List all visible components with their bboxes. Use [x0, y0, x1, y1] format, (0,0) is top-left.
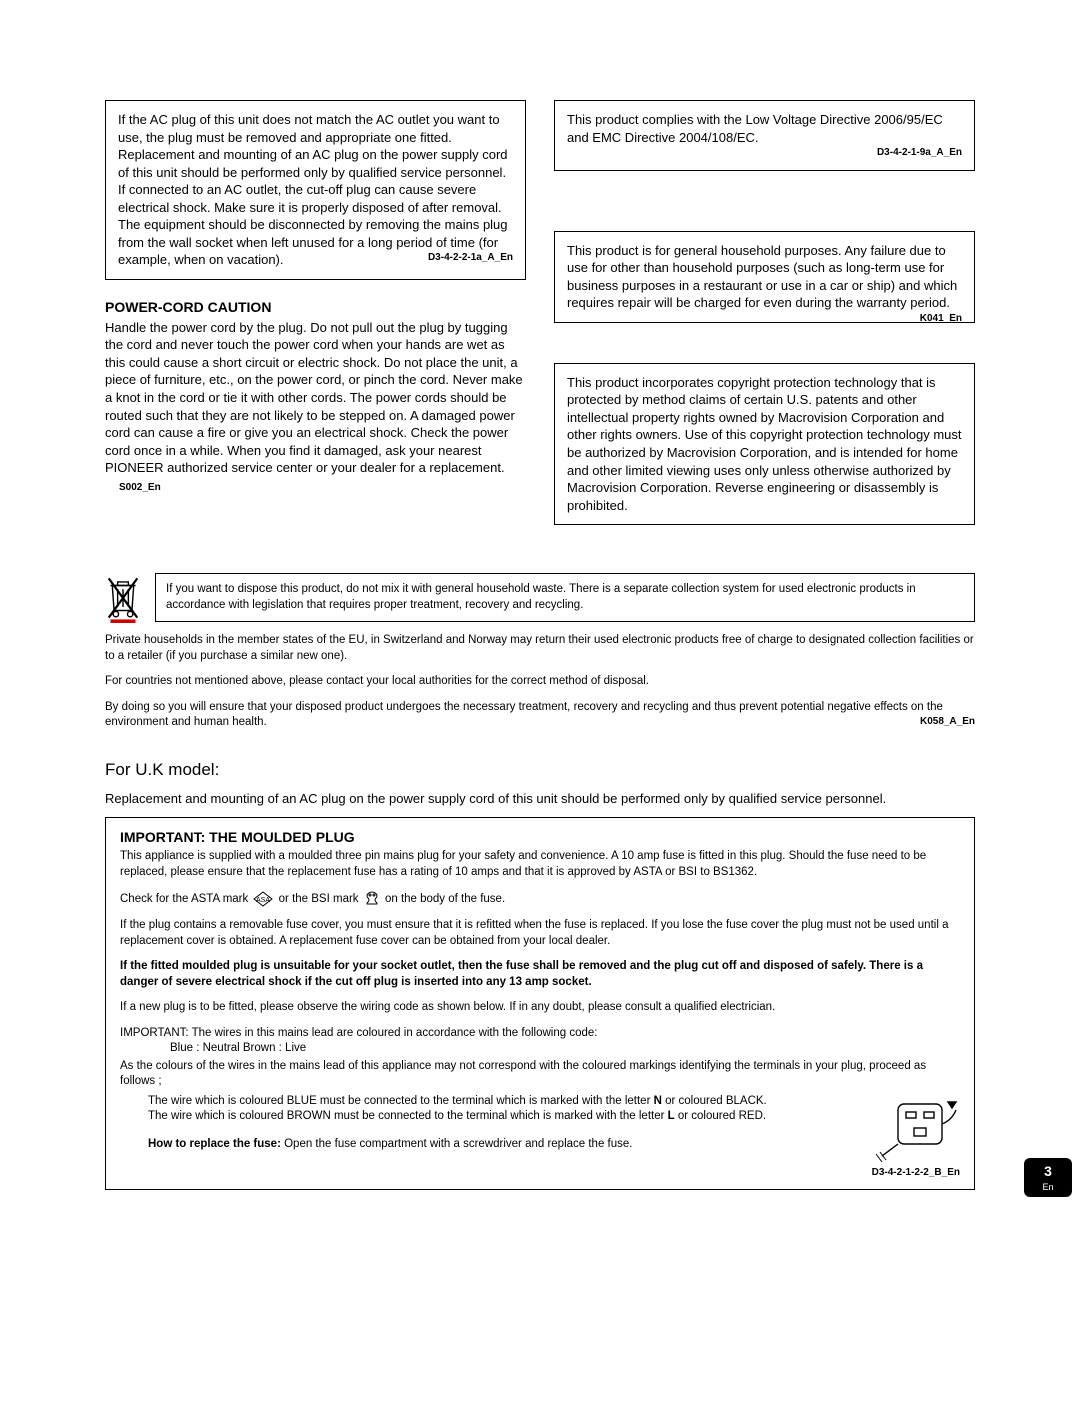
uk-p2: If the plug contains a removable fuse co… [120, 918, 960, 949]
uk-moulded-plug-box: IMPORTANT: THE MOULDED PLUG This applian… [105, 817, 975, 1190]
household-text: This product is for general household pu… [567, 243, 957, 311]
fuse-replace-line: How to replace the fuse: Open the fuse c… [148, 1137, 860, 1153]
uk-p1: This appliance is supplied with a moulde… [120, 849, 960, 880]
power-cord-section: POWER-CORD CAUTION Handle the power cord… [105, 298, 526, 494]
right-column: This product complies with the Low Volta… [554, 100, 975, 543]
uk-intro: Replacement and mounting of an AC plug o… [105, 790, 975, 808]
uk-p4: As the colours of the wires in the mains… [120, 1059, 960, 1090]
weee-box-text: If you want to dispose this product, do … [166, 583, 916, 611]
weee-section: If you want to dispose this product, do … [105, 573, 975, 623]
uk-heading: IMPORTANT: THE MOULDED PLUG [120, 828, 960, 847]
upper-columns: If the AC plug of this unit does not mat… [105, 100, 975, 543]
page-lang: En [1024, 1181, 1072, 1193]
household-box: This product is for general household pu… [554, 231, 975, 323]
power-cord-heading: POWER-CORD CAUTION [105, 298, 526, 317]
uk-p3: If a new plug is to be fitted, please ob… [120, 1000, 960, 1016]
bsi-mark-icon [364, 890, 380, 908]
wire-section: The wire which is coloured BLUE must be … [120, 1094, 960, 1164]
weee-box: If you want to dispose this product, do … [155, 573, 975, 622]
compliance-box: This product complies with the Low Volta… [554, 100, 975, 171]
ac-plug-text: If the AC plug of this unit does not mat… [118, 112, 508, 267]
power-cord-text: Handle the power cord by the plug. Do no… [105, 320, 523, 475]
uk-check-marks: Check for the ASTA mark ASA or the BSI m… [120, 890, 960, 908]
asta-mark-icon: ASA [253, 891, 273, 907]
ac-plug-caution-box: If the AC plug of this unit does not mat… [105, 100, 526, 280]
page-number: 3 [1044, 1163, 1052, 1179]
uk-section-title: For U.K model: [105, 759, 975, 782]
uk-bold-warning: If the fitted moulded plug is unsuitable… [120, 959, 960, 990]
copyright-text: This product incorporates copyright prot… [567, 375, 962, 513]
uk-ref: D3-4-2-1-2-2_B_En [120, 1166, 960, 1180]
weee-ref: K058_A_En [920, 715, 975, 729]
compliance-ref: D3-4-2-1-9a_A_En [567, 146, 962, 160]
ac-plug-ref: D3-4-2-2-1a_A_En [428, 251, 513, 265]
page-number-badge: 3 En [1024, 1158, 1072, 1197]
weee-para-2: For countries not mentioned above, pleas… [105, 674, 975, 690]
uk-code-line: Blue : Neutral Brown : Live [120, 1041, 960, 1057]
weee-para-3: By doing so you will ensure that your di… [105, 700, 975, 731]
wire-blue-line: The wire which is coloured BLUE must be … [148, 1094, 860, 1110]
wire-brown-line: The wire which is coloured BROWN must be… [148, 1109, 860, 1125]
weee-para-1: Private households in the member states … [105, 633, 975, 664]
left-column: If the AC plug of this unit does not mat… [105, 100, 526, 543]
weee-bin-icon [105, 573, 141, 623]
svg-text:ASA: ASA [256, 897, 270, 904]
power-cord-ref: S002_En [119, 482, 161, 493]
uk-important-line: IMPORTANT: The wires in this mains lead … [120, 1026, 960, 1042]
copyright-box: This product incorporates copyright prot… [554, 363, 975, 525]
plug-diagram-icon [870, 1094, 960, 1164]
compliance-text: This product complies with the Low Volta… [567, 111, 962, 146]
household-ref: K041_En [920, 312, 962, 326]
